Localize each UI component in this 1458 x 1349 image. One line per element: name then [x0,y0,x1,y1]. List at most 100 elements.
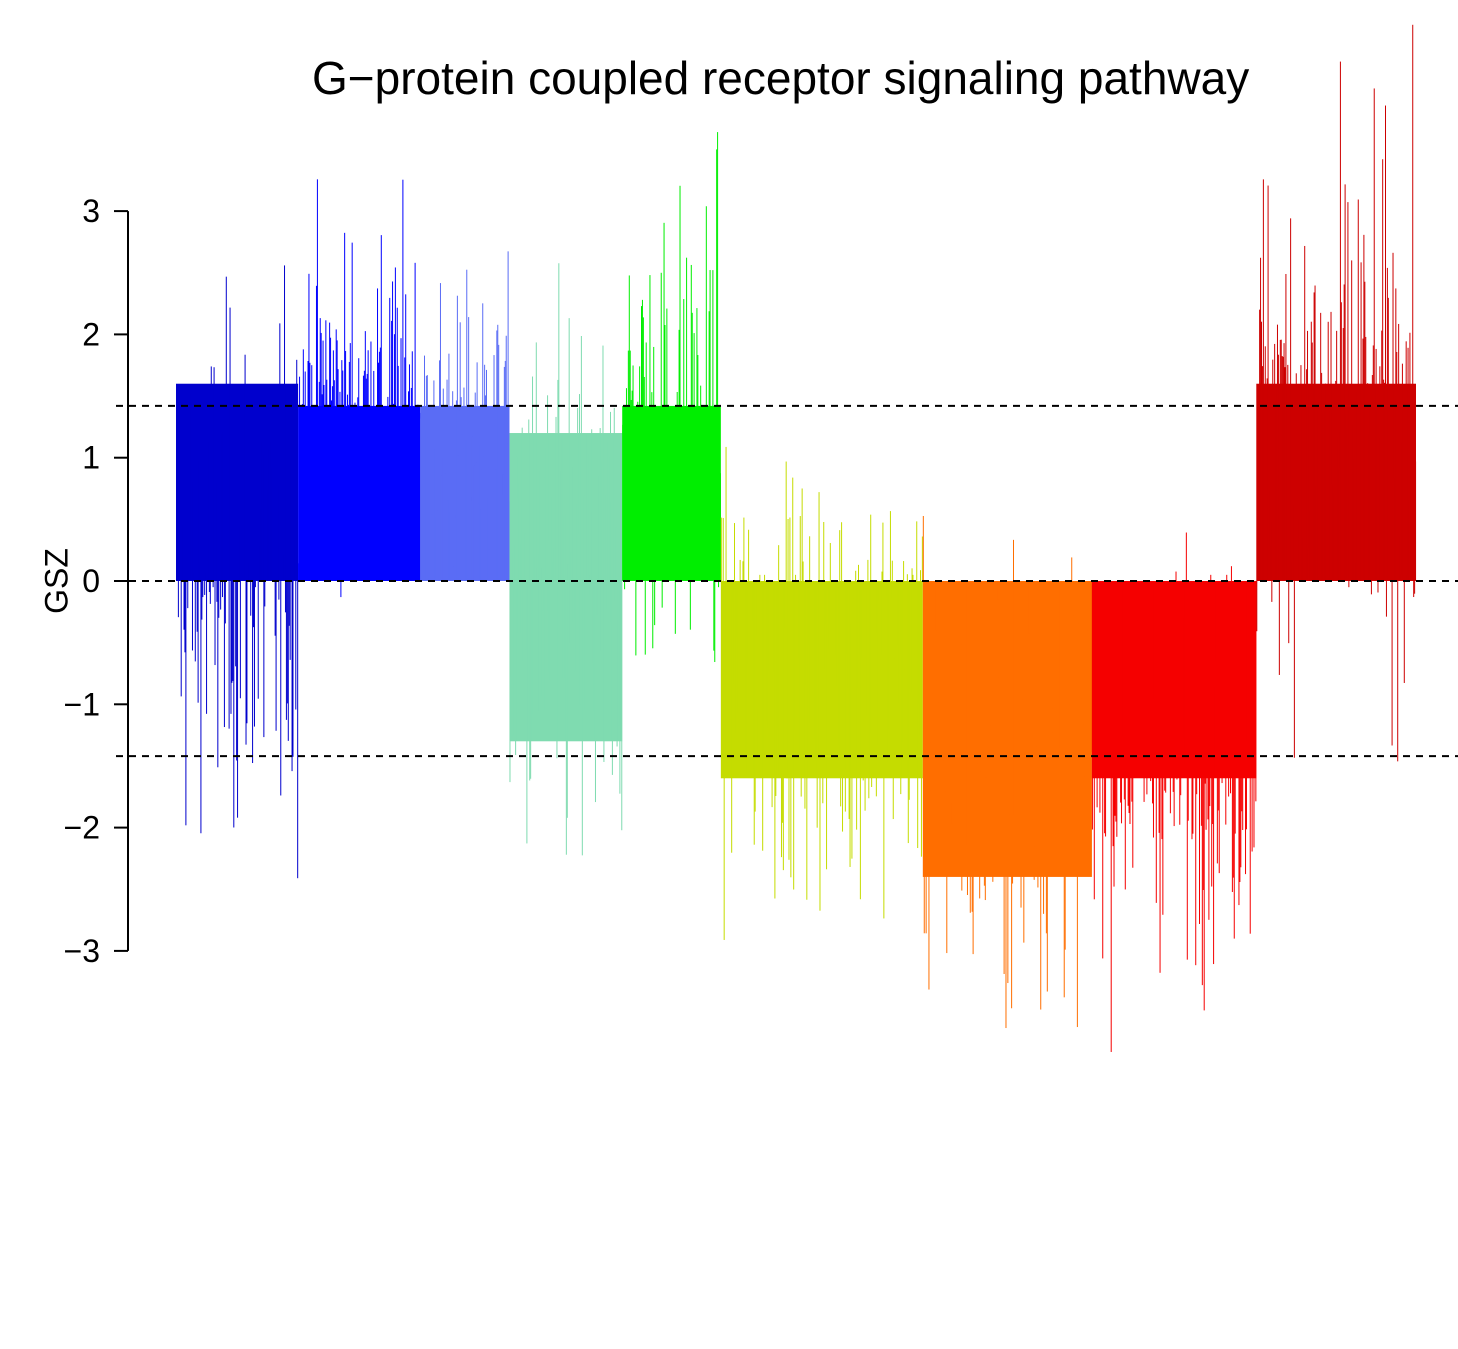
bar [828,581,830,625]
bar [1260,257,1262,581]
bar [754,581,756,812]
bar [1230,566,1232,581]
bar [378,351,380,581]
bar [207,560,208,581]
bar [454,515,456,581]
bar [547,395,549,581]
bar [204,581,206,595]
bar [566,581,568,818]
bar [558,263,560,581]
bar [1396,351,1398,581]
bar [916,521,918,581]
bar [930,581,932,791]
bar [406,566,408,581]
bar [183,581,185,630]
bar [1044,581,1046,703]
bar [1213,581,1215,965]
bar [1046,581,1048,992]
bar [708,311,710,581]
bar [1025,581,1027,811]
bar [400,338,402,581]
bar [1045,581,1047,934]
bar [1081,581,1083,854]
bar [199,563,201,581]
bar [660,272,662,581]
bar [1020,581,1022,908]
bar [1252,581,1254,754]
bar [914,581,916,655]
bar [1098,581,1100,602]
bar [520,544,522,581]
bar [853,581,855,599]
bar [653,346,655,581]
bar [1029,581,1031,824]
bar [294,574,296,582]
bar [453,566,455,581]
bar [283,555,285,581]
bar [974,581,976,846]
bar [663,222,665,581]
bar [1220,581,1222,612]
bar [265,573,267,581]
bar [213,367,215,581]
bar [532,581,534,715]
bar [949,581,951,791]
bar [993,581,995,756]
bar [656,566,658,581]
bar [1119,581,1121,678]
bar [1065,581,1067,864]
bar [912,574,914,582]
bar [436,493,438,581]
bar [1195,581,1197,966]
bar [567,564,569,581]
bar [1347,202,1349,582]
bar [937,581,939,703]
bar [615,527,617,581]
bar [1345,413,1347,581]
bar [730,581,732,665]
bar [972,581,974,955]
bar [802,561,804,581]
bar [645,342,647,581]
bar [562,581,564,678]
bar [842,581,844,832]
bar [372,449,374,581]
bar [970,581,972,641]
bar [318,381,320,581]
bar [1247,581,1249,778]
bar [988,581,990,694]
bar [705,206,707,581]
bar [1056,581,1058,696]
bar [1021,581,1023,781]
bar [231,581,233,683]
bar [316,179,318,581]
bar [407,447,409,581]
bar [888,581,890,730]
bar [441,458,443,581]
bar [1261,366,1263,581]
bar [1337,436,1339,581]
bar [674,581,676,634]
bar [622,424,624,581]
bar [1091,581,1093,830]
bar [209,581,211,604]
bar [311,365,313,581]
bar [272,534,274,581]
bar [964,581,966,679]
bar [1099,581,1101,813]
bar [435,517,437,581]
bar [259,545,261,581]
bar [465,440,467,581]
bar [611,581,613,775]
bar [532,376,534,581]
bar [328,452,330,581]
bar [303,433,305,581]
bar [296,359,298,581]
bar [1118,581,1120,588]
bar [872,581,874,715]
bar [679,185,681,581]
bar [591,429,593,581]
bar [646,508,648,581]
bar [1084,581,1086,777]
bar [604,494,606,581]
